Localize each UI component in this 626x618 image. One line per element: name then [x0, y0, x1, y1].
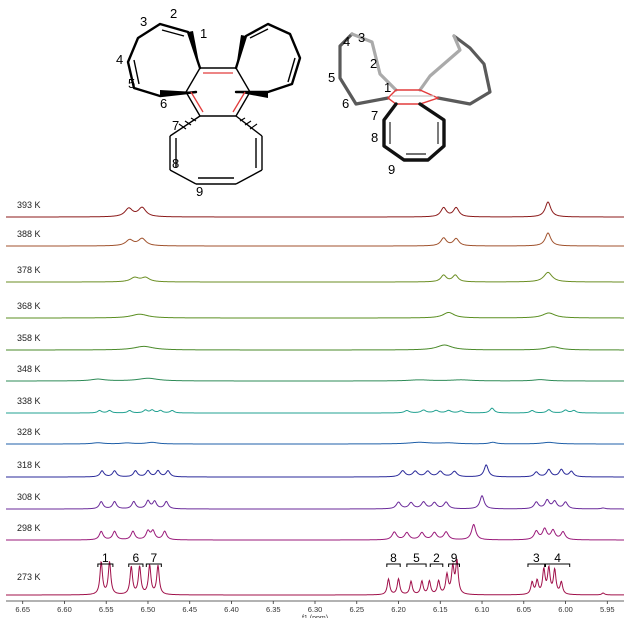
peak-label-2: 2 — [433, 551, 440, 565]
mol-left-label-5: 5 — [128, 76, 135, 91]
mol-left-label-2: 2 — [170, 6, 177, 21]
x-tick-label: 6.30 — [308, 605, 323, 614]
mol-left-label-6: 6 — [160, 96, 167, 111]
peak-label-3: 3 — [533, 551, 540, 565]
x-tick-label: 6.15 — [433, 605, 448, 614]
x-axis-title: f1 (ppm) — [302, 615, 328, 618]
x-tick-label: 6.55 — [99, 605, 114, 614]
mol-right-label-5: 5 — [328, 70, 335, 85]
x-tick-label: 6.40 — [224, 605, 239, 614]
x-tick-label: 6.10 — [475, 605, 490, 614]
temperature-label: 358 K — [17, 333, 41, 343]
temperature-label: 388 K — [17, 229, 41, 239]
temperature-label: 298 K — [17, 523, 41, 533]
x-tick-label: 6.65 — [15, 605, 30, 614]
spectrum-388k — [6, 232, 624, 247]
temperature-label: 308 K — [17, 492, 41, 502]
peak-label-7: 7 — [150, 551, 157, 565]
mol-right-label-9: 9 — [388, 162, 395, 177]
peak-bracket-3 — [527, 563, 546, 567]
spectrum-348k — [6, 377, 624, 382]
spectrum-308k — [6, 494, 624, 510]
temperature-label: 393 K — [17, 200, 41, 210]
mol-right-label-3: 3 — [358, 30, 365, 45]
nmr-spectra-stack: 393 K 388 K 378 K 368 K 358 K 348 K 338 K 328 K… — [6, 200, 624, 596]
peak-label-1: 1 — [102, 551, 109, 565]
spectrum-358k — [6, 344, 624, 351]
mol-left-label-3: 3 — [140, 14, 147, 29]
x-tick-label: 6.60 — [57, 605, 72, 614]
peak-bracket-9 — [448, 563, 460, 567]
peak-label-8: 8 — [390, 551, 397, 565]
molecule-left: 1 2 3 4 5 6 7 8 9 — [116, 6, 302, 199]
temperature-label: 318 K — [17, 460, 41, 470]
spectrum-273k — [6, 558, 624, 596]
x-axis: 6.65 6.60 6.55 6.50 6.45 6.40 6.35 6.30 6.25 6.20… — [6, 600, 624, 618]
peak-label-6: 6 — [133, 551, 140, 565]
peak-label-5: 5 — [413, 551, 420, 565]
mol-left-label-9: 9 — [196, 184, 203, 199]
x-tick-label: 6.20 — [391, 605, 406, 614]
spectrum-298k — [6, 523, 624, 541]
mol-right-label-6: 6 — [342, 96, 349, 111]
peak-label-9: 9 — [451, 551, 458, 565]
x-tick-label: 6.00 — [558, 605, 573, 614]
peak-bracket-4 — [544, 563, 571, 567]
spectrum-328k — [6, 441, 624, 445]
x-tick-label: 6.45 — [182, 605, 197, 614]
x-tick-label: 6.35 — [266, 605, 281, 614]
peak-bracket-1 — [97, 563, 114, 567]
spectrum-378k — [6, 271, 624, 283]
temperature-label: 348 K — [17, 364, 41, 374]
mol-right-label-7: 7 — [371, 108, 378, 123]
temperature-label: 378 K — [17, 265, 41, 275]
x-tick-label: 6.05 — [516, 605, 531, 614]
mol-left-label-7: 7 — [172, 118, 179, 133]
x-tick-label: 6.50 — [141, 605, 156, 614]
x-tick-label: 5.95 — [600, 605, 615, 614]
spectrum-393k — [6, 201, 624, 218]
temperature-label: 328 K — [17, 427, 41, 437]
molecule-right: 1 2 3 4 5 6 7 8 9 — [328, 30, 492, 177]
temperature-label: 338 K — [17, 396, 41, 406]
spectrum-368k — [6, 311, 624, 319]
temperature-label: 273 K — [17, 572, 41, 582]
mol-left-label-8: 8 — [172, 156, 179, 171]
peak-bracket-7 — [145, 563, 162, 567]
mol-right-label-4: 4 — [343, 34, 350, 49]
peak-bracket-2 — [429, 563, 444, 567]
mol-right-label-8: 8 — [371, 130, 378, 145]
spectrum-338k — [6, 407, 624, 414]
mol-right-label-1: 1 — [384, 80, 391, 95]
peak-bracket-5 — [406, 563, 427, 567]
x-tick-label: 6.25 — [349, 605, 364, 614]
temperature-label: 368 K — [17, 301, 41, 311]
peak-bracket-8 — [386, 563, 401, 567]
peak-label-4: 4 — [554, 551, 561, 565]
peak-bracket-6 — [128, 563, 144, 567]
mol-left-label-4: 4 — [116, 52, 123, 67]
mol-right-label-2: 2 — [370, 56, 377, 71]
mol-left-label-1: 1 — [200, 26, 207, 41]
spectrum-318k — [6, 464, 624, 478]
